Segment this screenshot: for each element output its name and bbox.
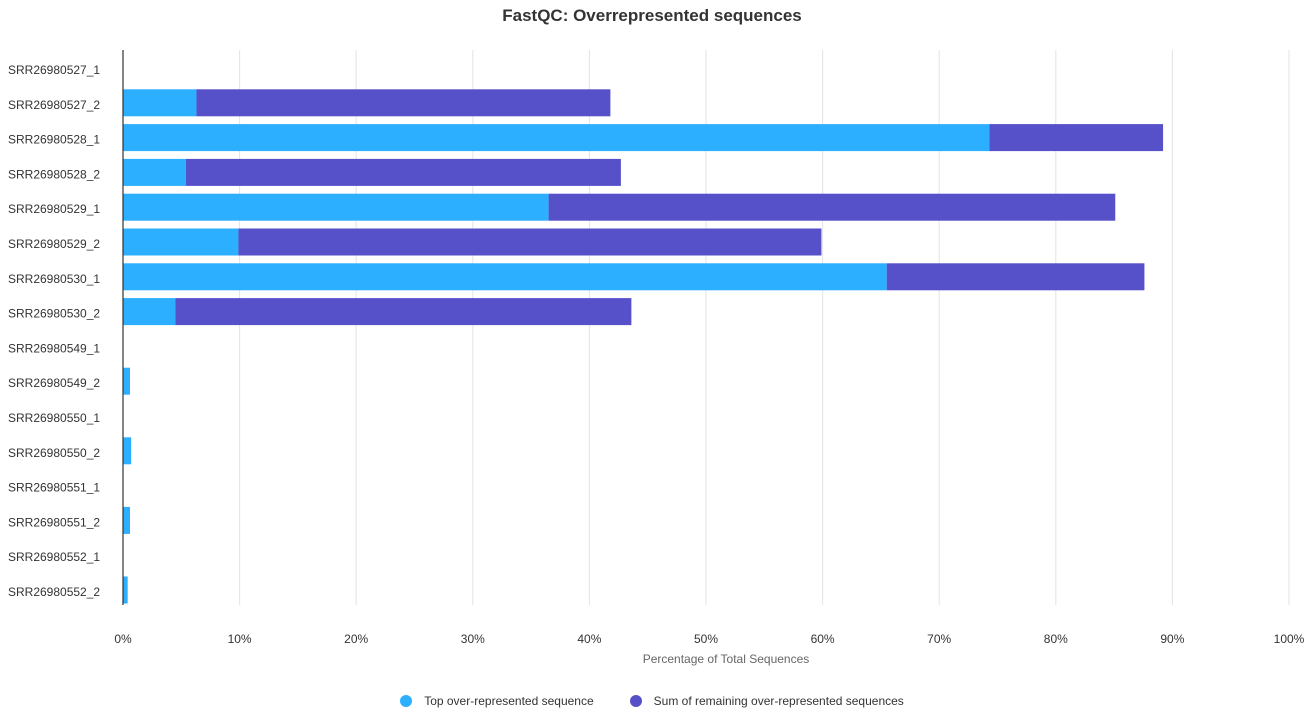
- bar-top-sequence: [123, 437, 132, 465]
- bar-top-sequence: [123, 158, 186, 186]
- y-tick-label: SRR26980552_1: [8, 550, 100, 564]
- legend-item-remaining-sequences[interactable]: Sum of remaining over-represented sequen…: [629, 694, 904, 708]
- bar-remaining-sequences: [989, 124, 1164, 152]
- bar-top-sequence: [123, 576, 128, 604]
- legend-label-top-sequence: Top over-represented sequence: [424, 694, 594, 708]
- y-tick-label: SRR26980549_1: [8, 341, 100, 355]
- x-tick-label: 70%: [927, 632, 951, 646]
- x-tick-label: 10%: [228, 632, 252, 646]
- y-tick-label: SRR26980530_2: [8, 307, 100, 321]
- y-tick-label: SRR26980528_1: [8, 133, 100, 147]
- bar-top-sequence: [123, 298, 176, 326]
- chart-title: FastQC: Overrepresented sequences: [502, 6, 802, 25]
- legend-item-top-sequence[interactable]: Top over-represented sequence: [400, 694, 594, 708]
- x-tick-label: 60%: [811, 632, 835, 646]
- bar-remaining-sequences: [886, 263, 1145, 291]
- y-tick-label: SRR26980552_2: [8, 585, 100, 599]
- x-axis-title: Percentage of Total Sequences: [643, 652, 810, 666]
- y-tick-label: SRR26980527_1: [8, 63, 100, 77]
- bar-top-sequence: [123, 367, 130, 395]
- bar-remaining-sequences: [548, 193, 1116, 221]
- y-tick-label: SRR26980549_2: [8, 376, 100, 390]
- y-tick-label: SRR26980550_2: [8, 446, 100, 460]
- bar-remaining-sequences: [185, 158, 621, 186]
- y-tick-label: SRR26980551_2: [8, 515, 100, 529]
- legend: Top over-represented sequence Sum of rem…: [0, 694, 1304, 708]
- y-tick-label: SRR26980528_2: [8, 167, 100, 181]
- bar-top-sequence: [123, 228, 239, 256]
- y-tick-label: SRR26980529_2: [8, 237, 100, 251]
- bar-top-sequence: [123, 263, 887, 291]
- x-tick-label: 80%: [1044, 632, 1068, 646]
- bar-top-sequence: [123, 193, 549, 221]
- bar-top-sequence: [123, 89, 197, 117]
- bar-remaining-sequences: [238, 228, 822, 256]
- y-tick-label: SRR26980551_1: [8, 481, 100, 495]
- x-tick-label: 100%: [1274, 632, 1304, 646]
- x-tick-label: 20%: [344, 632, 368, 646]
- legend-marker-top-sequence: [400, 695, 413, 707]
- x-tick-label: 40%: [577, 632, 601, 646]
- legend-marker-remaining-sequences: [629, 695, 642, 707]
- x-tick-label: 0%: [114, 632, 132, 646]
- x-tick-label: 90%: [1160, 632, 1184, 646]
- bar-top-sequence: [123, 124, 990, 152]
- y-tick-label: SRR26980530_1: [8, 272, 100, 286]
- y-tick-label: SRR26980529_1: [8, 202, 100, 216]
- x-tick-label: 50%: [694, 632, 718, 646]
- bar-remaining-sequences: [196, 89, 611, 117]
- x-tick-label: 30%: [461, 632, 485, 646]
- bar-top-sequence: [123, 506, 130, 534]
- bar-remaining-sequences: [175, 298, 632, 326]
- y-tick-label: SRR26980550_1: [8, 411, 100, 425]
- legend-label-remaining-sequences: Sum of remaining over-represented sequen…: [653, 694, 904, 708]
- y-tick-label: SRR26980527_2: [8, 98, 100, 112]
